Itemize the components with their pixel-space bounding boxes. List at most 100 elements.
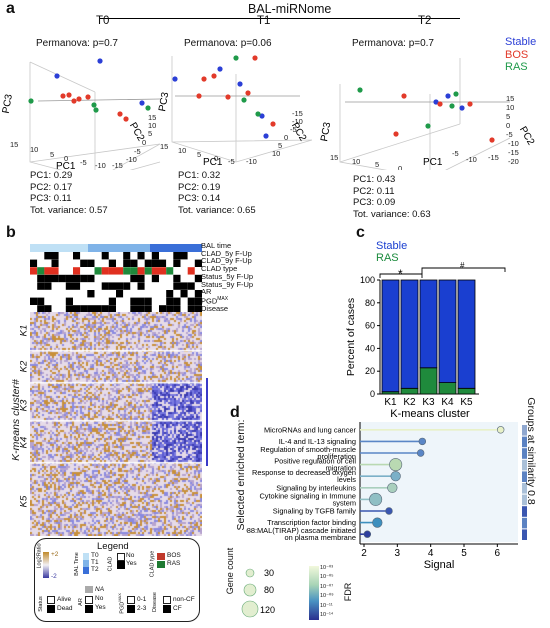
bar-ras-k5 xyxy=(457,387,476,395)
annotation-cell xyxy=(58,267,66,275)
tick-t1-9: 0 xyxy=(284,133,288,142)
annotation-cell xyxy=(116,267,124,275)
annotation-cell xyxy=(116,274,124,283)
annotation-cell xyxy=(87,282,95,290)
annotation-cell xyxy=(187,297,195,305)
annotation-cell xyxy=(58,252,66,260)
annotation-cell xyxy=(151,305,159,313)
annotation-cell xyxy=(30,274,38,283)
annotation-cell xyxy=(123,290,131,298)
annotation-cell xyxy=(144,259,152,267)
annotation-cell xyxy=(80,305,88,313)
annotation-cell xyxy=(65,267,73,275)
annotation-cell xyxy=(159,297,167,305)
bar-stable-k1 xyxy=(381,279,400,393)
bal-t2-swatch xyxy=(83,567,89,574)
panel-letter-c: c xyxy=(356,224,365,241)
status-label: Status xyxy=(37,596,44,612)
tick-t1-1: 15 xyxy=(160,142,168,151)
sig-star: * xyxy=(398,267,403,281)
annotation-cell xyxy=(187,259,195,267)
enrichment-xtick-label: 5 xyxy=(461,548,467,559)
term-group-bar xyxy=(522,483,527,494)
annotation-cell xyxy=(159,290,167,298)
pgd-23: 2-3 xyxy=(137,605,147,612)
bal-t0-swatch xyxy=(83,553,89,560)
heatmap xyxy=(30,312,202,536)
annotation-cell xyxy=(159,252,167,260)
annotation-cell xyxy=(44,297,52,305)
annotation-cell xyxy=(130,290,138,298)
annotation-cell xyxy=(51,267,59,275)
annotation-cell xyxy=(173,267,181,275)
annotation-cell xyxy=(65,252,73,260)
enrichment-xlabel: Signal xyxy=(424,559,455,571)
panel-letter-b: b xyxy=(6,224,16,241)
term-label: Transcription factor binding xyxy=(267,518,356,527)
axis-pc1-t2: PC1 xyxy=(423,157,443,168)
disease-noncf: non-CF xyxy=(173,596,195,603)
annotation-cell xyxy=(80,282,88,290)
annotation-cell xyxy=(187,305,195,313)
annotation-cell xyxy=(87,252,95,260)
annotation-cell xyxy=(144,282,152,290)
bal-t1: T1 xyxy=(91,559,99,566)
bar-ras-k3 xyxy=(419,367,438,395)
annotation-cell xyxy=(51,282,59,290)
annotation-cell xyxy=(166,297,174,305)
logratio-label: Log2Ratio xyxy=(36,543,43,569)
tick-t0-7: -15 xyxy=(112,161,123,170)
ann-status-9y: Status_9y F-Up xyxy=(201,279,254,289)
annotation-cell xyxy=(94,297,102,305)
ann-ar: AR xyxy=(201,287,212,297)
annotation-cell xyxy=(108,252,116,260)
clad-no: No xyxy=(126,552,135,559)
permanova-t2: Permanova: p=0.7 xyxy=(352,38,434,49)
ann-clad-type: CLAD type xyxy=(201,264,238,274)
annotation-cell xyxy=(80,252,88,260)
tick-t1-11: -10 xyxy=(292,117,303,126)
annotation-cell xyxy=(108,267,116,275)
tick-t2-8: -20 xyxy=(508,157,519,166)
bar-legend-ras: RAS xyxy=(376,252,399,264)
annotation-cell xyxy=(94,267,102,275)
annotation-cell xyxy=(173,259,181,267)
enrichment-chart: 2 3 4 5 6 Signal MicroRNAs and lung cancer IL-4… xyxy=(246,422,527,571)
term-dot xyxy=(372,517,383,528)
tick-t2-11: -5 xyxy=(506,130,513,139)
tick-t0-1: 15 xyxy=(10,140,18,149)
fdr-tick-4: 10⁻⁰⁹ xyxy=(320,593,334,600)
ras-swatch xyxy=(157,561,165,568)
bar-ytick-label: 60 xyxy=(365,321,375,331)
tick-t2-15: 15 xyxy=(506,94,514,103)
enrichment-xtick-label: 3 xyxy=(395,548,401,559)
ann-pgd-label: PGD xyxy=(201,296,218,306)
annotation-cell xyxy=(51,274,59,283)
status-items: Alive Dead xyxy=(57,595,73,613)
annotation-cell xyxy=(173,274,181,283)
annotation-cell xyxy=(87,259,95,267)
annotation-cell xyxy=(166,282,174,290)
annotation-cell xyxy=(101,274,109,283)
annotation-cell xyxy=(194,290,202,298)
annotation-cell xyxy=(108,305,116,313)
annotation-cell xyxy=(144,252,152,260)
bar-ytick-label: 20 xyxy=(365,366,375,376)
term-dot xyxy=(369,492,383,506)
stat-pc1-t2: PC1: 0.43 xyxy=(353,174,396,185)
axis-pc3-t1: PC3 xyxy=(157,91,171,112)
tick-t1-12: -15 xyxy=(292,109,303,118)
annotation-cell xyxy=(173,282,181,290)
annotation-cell xyxy=(80,297,88,305)
annotation-cell xyxy=(44,282,52,290)
annotation-cell xyxy=(73,267,81,275)
term-label: MicroRNAs and lung cancer xyxy=(264,425,357,434)
bar-xtick-k2: K2 xyxy=(403,397,416,408)
bar-ylabel: Percent of cases xyxy=(345,298,357,376)
pgd-legend-sup: MAX xyxy=(116,593,122,602)
annotation-cell xyxy=(65,282,73,290)
status-dead: Dead xyxy=(57,605,73,612)
annotation-cell xyxy=(108,282,116,290)
ar-no: No xyxy=(95,595,104,602)
annotation-cell xyxy=(151,282,159,290)
